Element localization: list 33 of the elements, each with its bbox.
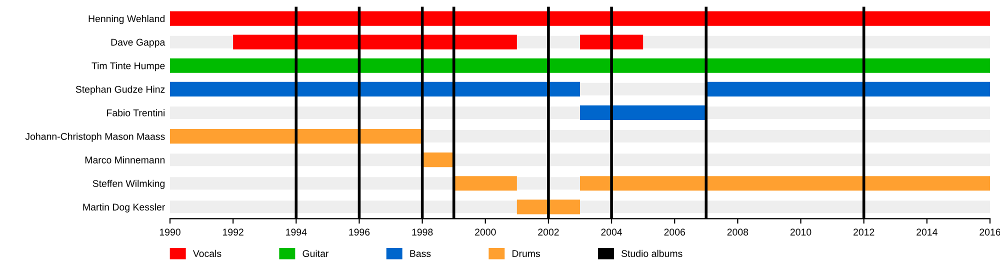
bar <box>516 200 580 214</box>
x-tick-label: 2004 <box>601 228 622 236</box>
x-tick-label: 2014 <box>916 228 938 236</box>
y-tick-label: Martin Dog Kessler <box>83 203 165 212</box>
x-tick-label: 2016 <box>980 228 1000 236</box>
legend-label: Guitar <box>302 250 329 258</box>
x-tick-label: 1992 <box>223 228 244 236</box>
x-tick-label: 1990 <box>160 228 180 236</box>
x-tick-label: 2010 <box>790 228 812 236</box>
y-tick-label: Fabio Trentini <box>107 109 164 116</box>
bar <box>580 34 644 50</box>
x-tick-label: 2002 <box>538 228 559 236</box>
y-tick-label: Marco Minnemann <box>85 156 165 164</box>
y-tick-label: Steffen Wilmking <box>92 180 165 189</box>
y-tick-label: Johann-Christoph Mason Maass <box>25 132 165 142</box>
y-tick-label: Tim Tinte Humpe <box>92 62 165 72</box>
legend-label: Vocals <box>192 250 222 258</box>
y-tick-label: Stephan Gudze Hinz <box>76 86 165 95</box>
x-tick-label: 2008 <box>727 228 748 236</box>
bar <box>454 176 517 191</box>
x-tick-label: 2012 <box>854 228 874 236</box>
x-tick-label: 2000 <box>475 228 496 236</box>
legend-label: Studio albums <box>621 250 682 258</box>
bar <box>580 105 706 120</box>
x-tick-label: 2006 <box>664 228 686 236</box>
x-tick-label: 1994 <box>286 228 307 236</box>
y-tick-label: Henning Wehland <box>88 15 165 24</box>
x-tick-label: 1998 <box>412 228 433 236</box>
y-tick-label: Dave Gappa <box>111 38 166 48</box>
bar <box>422 152 454 168</box>
x-tick-label: 1996 <box>349 228 370 236</box>
legend-label: Bass <box>410 250 431 258</box>
legend-label: Drums <box>512 250 540 258</box>
